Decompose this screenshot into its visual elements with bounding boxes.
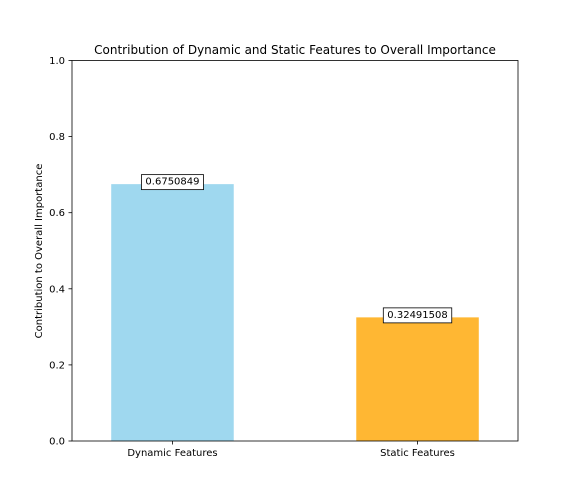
- data-label-box: [382, 307, 453, 324]
- y-tick-label: 0.6: [49, 208, 65, 219]
- y-axis-label: Contribution to Overall Importance: [34, 164, 45, 339]
- data-label-box: [141, 174, 204, 191]
- data-label: 0.6750849: [145, 177, 199, 188]
- y-tick-label: 0.0: [49, 437, 65, 448]
- data-label-group: 0.32491508: [382, 307, 453, 324]
- y-tick-label: 0.8: [49, 132, 65, 143]
- plot-frame: [71, 60, 519, 442]
- chart-title: Contribution of Dynamic and Static Featu…: [94, 43, 496, 57]
- x-tick-label: Dynamic Features: [127, 448, 217, 459]
- y-tick-label: 1.0: [49, 56, 65, 67]
- bar-dynamic-features: [111, 184, 234, 441]
- bar-static-features: [356, 317, 479, 441]
- y-tick-label: 0.2: [49, 360, 65, 371]
- y-tick-label: 0.4: [49, 284, 65, 295]
- data-label: 0.32491508: [387, 310, 447, 321]
- x-tick-label: Static Features: [380, 448, 455, 459]
- data-label-group: 0.6750849: [141, 174, 204, 191]
